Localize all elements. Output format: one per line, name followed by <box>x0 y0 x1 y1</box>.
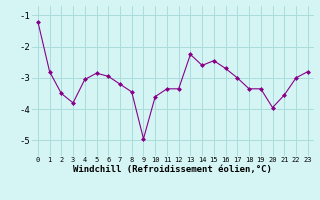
X-axis label: Windchill (Refroidissement éolien,°C): Windchill (Refroidissement éolien,°C) <box>73 165 272 174</box>
